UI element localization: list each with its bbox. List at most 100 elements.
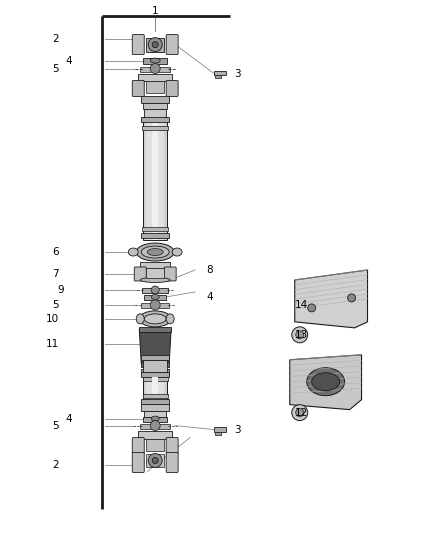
Bar [142,126,168,131]
Ellipse shape [140,278,170,282]
Bar [143,117,167,240]
Text: 2: 2 [52,34,59,44]
Ellipse shape [141,246,169,258]
Bar [138,431,172,439]
Circle shape [148,454,162,467]
Ellipse shape [312,373,339,391]
Ellipse shape [166,314,174,324]
Circle shape [296,409,304,417]
FancyBboxPatch shape [166,35,178,54]
Text: 4: 4 [65,55,72,66]
Bar [146,454,164,467]
Circle shape [292,327,308,343]
Bar [215,76,221,78]
Bar [141,372,169,377]
Bar [215,432,221,434]
Text: 5: 5 [52,63,59,74]
Bar [152,369,158,400]
Bar [152,117,158,240]
Text: 12: 12 [295,408,308,418]
Circle shape [150,63,160,74]
Bar [144,410,166,417]
Bar [139,327,171,332]
Bar [141,369,169,374]
FancyBboxPatch shape [132,80,144,96]
Text: 3: 3 [235,425,241,434]
Bar [143,377,167,400]
Ellipse shape [136,243,174,261]
Circle shape [152,457,158,464]
Text: 5: 5 [52,421,59,431]
Ellipse shape [150,58,160,63]
Circle shape [150,421,160,431]
Bar [141,96,169,103]
Bar [143,58,167,63]
Bar [138,74,172,82]
Bar [141,403,169,410]
Bar [143,394,168,398]
Bar [146,82,164,93]
Bar [146,439,164,450]
Bar [152,377,158,400]
FancyBboxPatch shape [164,267,176,281]
Bar [141,362,169,367]
Text: 11: 11 [46,339,59,349]
Bar [143,369,167,400]
FancyBboxPatch shape [166,80,178,96]
FancyBboxPatch shape [134,267,146,281]
Bar [141,303,169,308]
Circle shape [150,300,160,310]
Circle shape [148,38,162,52]
Bar [141,355,169,360]
Bar [144,295,166,300]
Ellipse shape [307,368,345,395]
FancyBboxPatch shape [166,453,178,472]
Bar [214,426,226,432]
Bar [140,67,170,71]
Polygon shape [295,270,367,328]
Text: 4: 4 [65,414,72,424]
Text: 13: 13 [295,330,308,340]
Bar [146,38,164,52]
Ellipse shape [172,248,182,256]
Bar [146,268,164,278]
Bar [146,117,164,240]
Ellipse shape [144,314,166,324]
Bar [146,377,164,400]
Text: 14: 14 [295,300,308,310]
Bar [143,377,168,381]
Text: 3: 3 [235,69,241,78]
Circle shape [151,286,159,294]
Circle shape [292,405,308,421]
Circle shape [296,331,304,339]
Text: 5: 5 [52,300,59,310]
FancyBboxPatch shape [132,35,144,54]
Bar [141,399,169,403]
Bar [143,360,167,372]
Bar [140,262,170,268]
Text: 4: 4 [207,292,213,302]
Bar [214,70,226,76]
Ellipse shape [147,248,163,255]
Ellipse shape [136,314,144,324]
FancyBboxPatch shape [132,438,144,454]
FancyBboxPatch shape [132,453,144,472]
Ellipse shape [151,294,159,300]
Bar [142,227,168,231]
Bar [141,117,169,123]
Polygon shape [290,355,361,410]
Text: 8: 8 [207,265,213,275]
Bar [141,233,169,238]
Bar [140,424,170,429]
Text: 10: 10 [46,314,59,324]
Bar [143,417,167,422]
Bar [142,288,168,293]
Ellipse shape [139,311,171,327]
Circle shape [308,304,316,312]
Polygon shape [139,329,171,364]
Bar [146,369,164,400]
Text: 2: 2 [52,461,59,471]
Bar [144,109,166,117]
Circle shape [348,294,356,302]
Bar [143,103,167,109]
